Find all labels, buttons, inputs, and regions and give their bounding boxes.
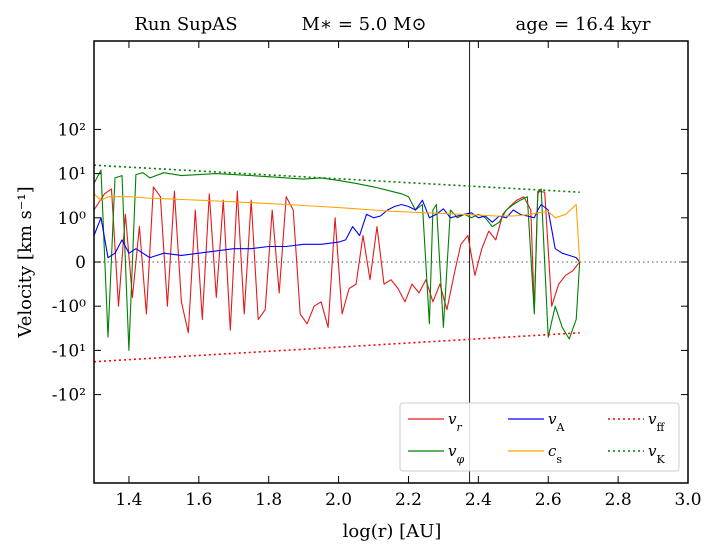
x-tick-label: 2.0 [325,490,352,510]
plot-frame [93,40,689,484]
chart-title-age: age = 16.4 kyr [516,14,651,35]
series-line-v_phi [93,169,581,351]
axis-ticks: 1.4 1.6 1.8 2.0 2.2 2.4 2.6 2.8 3.0 -10² -10¹ -10⁰ 0… [52,41,702,510]
series-line-v_r [93,186,581,334]
x-axis-label: log(r) [AU] [343,521,442,542]
y-tick-label: 10² [58,120,86,140]
x-tick-label: 2.6 [535,490,562,510]
y-tick-label: 10⁰ [58,209,87,229]
series-line-v_ff [93,332,580,363]
series-line-c_s [93,193,581,263]
x-tick-label: 1.6 [185,490,212,510]
x-tick-label: 2.8 [605,490,632,510]
y-tick-label: 10¹ [58,165,86,185]
x-tick-label: 3.0 [674,490,701,510]
chart-title-mass: M∗ = 5.0 M⊙ [301,14,426,35]
chart-title-run: Run SupAS [134,14,237,35]
y-tick-label: -10⁰ [52,297,86,317]
legend-box [399,402,680,472]
y-axis-label: Velocity [km s⁻¹] [15,186,36,338]
series-line-v_A [93,199,581,263]
x-tick-label: 2.2 [395,490,422,510]
series-line-v_K [93,164,580,193]
x-tick-label: 1.4 [115,490,142,510]
y-tick-label: -10¹ [52,341,86,361]
x-tick-label: 2.4 [465,490,492,510]
y-tick-label: 0 [75,253,86,273]
y-tick-label: -10² [52,386,86,406]
series-group [93,164,581,363]
x-tick-label: 1.8 [255,490,282,510]
